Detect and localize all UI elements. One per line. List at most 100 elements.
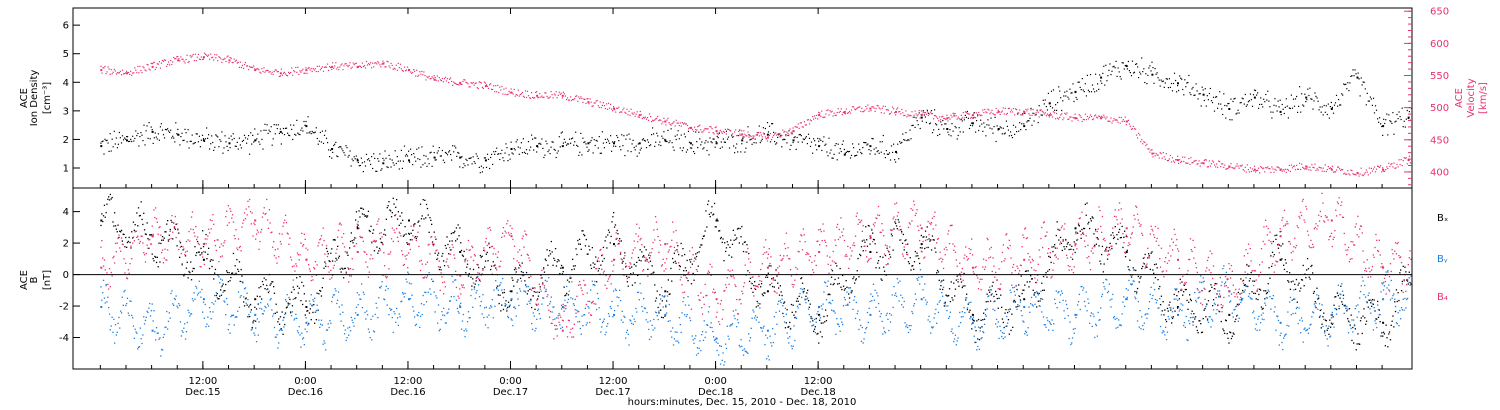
data-point — [939, 288, 941, 290]
data-point — [937, 271, 940, 273]
data-point — [588, 149, 590, 151]
data-point — [1368, 299, 1370, 301]
data-point — [1329, 167, 1331, 169]
data-point — [305, 120, 307, 123]
data-point — [452, 145, 454, 147]
data-point — [694, 126, 696, 128]
data-point — [1032, 112, 1034, 114]
data-point — [333, 67, 335, 69]
data-point — [1073, 117, 1075, 119]
data-point — [715, 226, 717, 228]
data-point — [470, 157, 472, 159]
data-point — [507, 93, 509, 95]
data-point — [1310, 98, 1312, 100]
data-point — [843, 153, 846, 156]
data-point — [984, 108, 986, 111]
data-point — [149, 234, 151, 236]
data-point — [672, 122, 674, 124]
data-point — [179, 304, 181, 307]
data-point — [1084, 83, 1086, 85]
data-point — [1213, 110, 1216, 112]
data-point — [550, 146, 552, 148]
data-point — [973, 112, 975, 114]
data-point — [689, 142, 692, 145]
data-point — [512, 324, 514, 327]
data-point — [352, 62, 354, 64]
data-point — [549, 250, 551, 252]
data-point — [336, 302, 338, 305]
data-point — [374, 313, 376, 316]
data-point — [412, 229, 414, 231]
data-point — [743, 136, 745, 138]
data-point — [261, 138, 263, 140]
data-point — [1067, 96, 1069, 98]
data-point — [142, 66, 144, 68]
data-point — [521, 262, 523, 264]
data-point — [1102, 72, 1104, 74]
data-point — [337, 245, 339, 247]
data-point — [484, 260, 487, 262]
data-point — [1147, 74, 1149, 76]
data-point — [389, 209, 391, 211]
data-point — [920, 114, 923, 117]
data-point — [874, 243, 876, 245]
data-point — [178, 58, 180, 60]
data-point — [952, 130, 954, 132]
data-point — [697, 126, 699, 128]
data-point — [670, 330, 672, 332]
data-point — [449, 300, 451, 302]
data-point — [695, 131, 697, 133]
data-point — [910, 269, 912, 271]
data-point — [562, 271, 564, 273]
data-point — [127, 312, 129, 314]
data-point — [918, 110, 920, 112]
data-point — [431, 76, 433, 78]
data-point — [669, 320, 671, 322]
data-point — [920, 243, 923, 246]
data-point — [292, 298, 294, 300]
data-point — [798, 295, 800, 297]
data-point — [501, 85, 503, 88]
data-point — [1047, 92, 1049, 94]
data-point — [785, 134, 787, 136]
data-point — [876, 104, 878, 107]
data-point — [764, 127, 766, 130]
data-point — [150, 126, 152, 128]
data-point — [492, 317, 494, 319]
data-point — [257, 334, 259, 336]
data-point — [1228, 313, 1231, 316]
data-point — [746, 244, 748, 246]
data-point — [825, 309, 827, 311]
data-point — [783, 131, 785, 133]
data-point — [1338, 307, 1340, 310]
data-point — [1299, 162, 1301, 164]
data-point — [1374, 105, 1377, 107]
data-point — [715, 141, 717, 143]
data-point — [155, 327, 158, 329]
data-point — [243, 63, 246, 66]
data-point — [536, 91, 538, 93]
data-point — [1282, 169, 1284, 171]
data-point — [252, 321, 254, 323]
data-point — [950, 281, 952, 283]
data-point — [1152, 156, 1154, 158]
data-point — [473, 286, 476, 288]
data-point — [728, 254, 730, 256]
data-point — [1057, 102, 1059, 104]
data-point — [1017, 112, 1019, 114]
data-point — [749, 139, 751, 141]
data-point — [1358, 78, 1360, 80]
data-point — [127, 240, 129, 243]
data-point — [313, 300, 315, 303]
data-point — [624, 252, 626, 254]
data-point — [712, 138, 714, 140]
data-point — [466, 266, 468, 268]
data-point — [887, 263, 889, 265]
data-point — [436, 75, 438, 77]
data-point — [1409, 281, 1411, 284]
data-point — [588, 307, 590, 309]
data-point — [1170, 309, 1172, 311]
data-point — [740, 134, 742, 136]
data-point — [698, 131, 700, 133]
data-point — [326, 250, 329, 253]
